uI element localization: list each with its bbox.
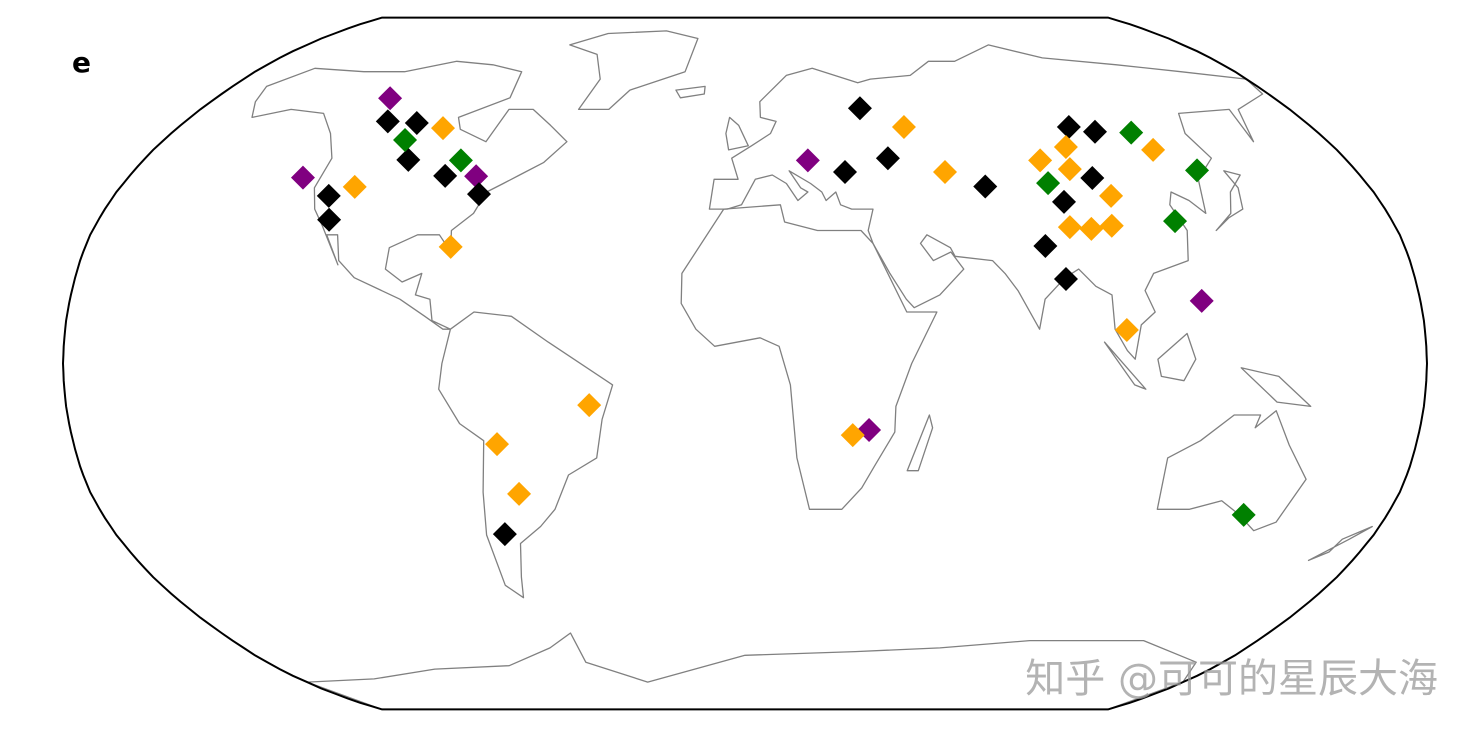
- marker: [290, 165, 315, 190]
- marker: [1057, 215, 1082, 240]
- marker: [1099, 213, 1124, 238]
- marker: [438, 234, 463, 259]
- marker: [1079, 216, 1104, 241]
- coastline: [725, 116, 749, 151]
- marker: [393, 128, 418, 153]
- coastline: [1103, 341, 1147, 390]
- marker: [1053, 134, 1078, 159]
- marker: [1231, 502, 1256, 527]
- marker: [577, 393, 602, 418]
- marker: [1163, 209, 1188, 234]
- marker: [833, 160, 858, 185]
- marker: [464, 164, 489, 189]
- marker: [1141, 137, 1166, 162]
- marker: [316, 183, 341, 208]
- marker: [485, 432, 510, 457]
- marker: [1052, 189, 1077, 214]
- coastline: [1240, 367, 1312, 408]
- coastline: [680, 204, 938, 510]
- marker: [448, 148, 473, 173]
- marker: [875, 146, 900, 171]
- map-frame: [61, 16, 1429, 711]
- marker: [378, 86, 403, 111]
- marker: [507, 481, 532, 506]
- marker: [795, 148, 820, 173]
- marker: [847, 96, 872, 121]
- coastline: [1157, 332, 1197, 382]
- marker: [375, 109, 400, 134]
- marker: [1080, 165, 1105, 190]
- marker: [317, 207, 342, 232]
- panel-label: e: [72, 46, 91, 79]
- marker: [396, 147, 421, 172]
- marker: [492, 522, 517, 547]
- marker: [891, 114, 916, 139]
- marker: [431, 116, 456, 141]
- marker: [1082, 119, 1107, 144]
- marker: [1189, 288, 1214, 313]
- marker: [342, 174, 367, 199]
- marker: [1185, 158, 1210, 183]
- marker: [1036, 171, 1061, 196]
- marker: [433, 163, 458, 188]
- marker: [1028, 148, 1053, 173]
- frame: [61, 16, 1429, 711]
- marker: [467, 182, 492, 207]
- coastline: [569, 30, 699, 111]
- coastline: [708, 44, 1264, 360]
- marker: [840, 423, 865, 448]
- marker: [1099, 183, 1124, 208]
- coastline: [906, 414, 934, 472]
- marker: [404, 110, 429, 135]
- marker: [1033, 233, 1058, 258]
- coastline: [1215, 170, 1244, 232]
- marker: [1057, 157, 1082, 182]
- coastline: [1156, 410, 1307, 532]
- land: [251, 30, 1373, 711]
- marker: [933, 160, 958, 185]
- marker: [1053, 266, 1078, 291]
- coastline: [675, 85, 706, 99]
- coastline: [251, 60, 568, 330]
- watermark: 知乎 @可可的星辰大海: [1025, 656, 1438, 702]
- marker: [1056, 114, 1081, 139]
- markers: [290, 86, 1256, 547]
- coastline: [438, 311, 614, 599]
- marker: [1114, 318, 1139, 343]
- coastline: [1307, 525, 1373, 562]
- marker: [973, 174, 998, 199]
- marker: [1119, 120, 1144, 145]
